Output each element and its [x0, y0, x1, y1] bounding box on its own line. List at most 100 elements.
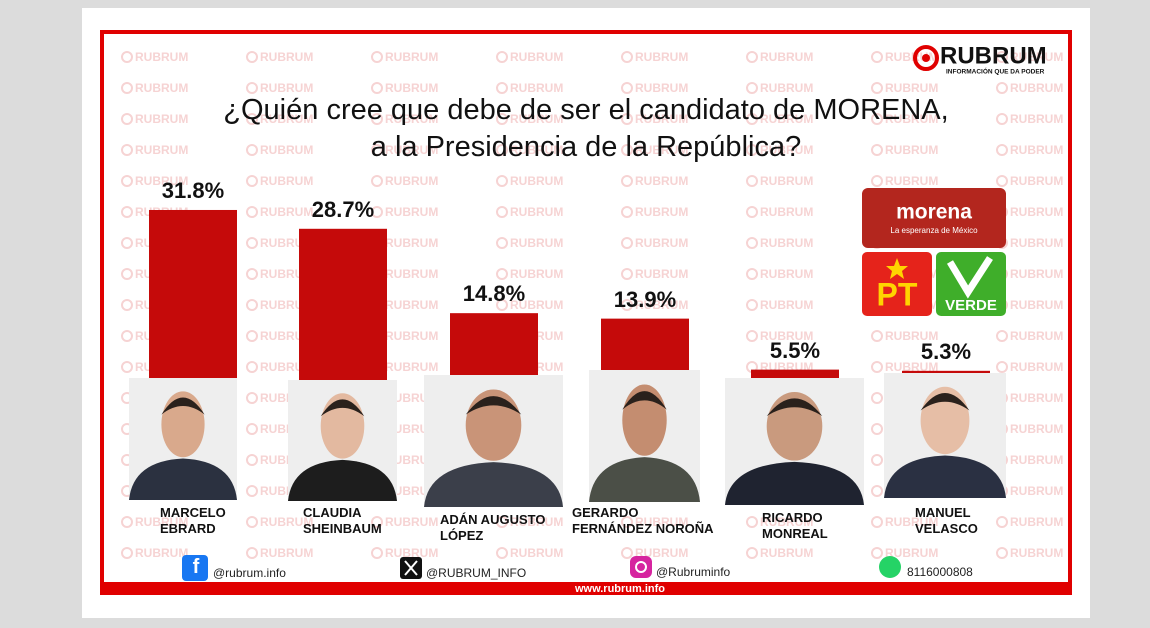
- watermark: RUBRUM: [885, 329, 938, 343]
- watermark: RUBRUM: [385, 81, 438, 95]
- photo-body: [288, 459, 397, 501]
- watermark-icon: [746, 268, 758, 280]
- tagline: INFORMACIÓN QUE DA PODER: [946, 67, 1045, 76]
- photo-body: [884, 455, 1006, 498]
- watermark: RUBRUM: [510, 81, 563, 95]
- watermark-icon: [746, 144, 758, 156]
- watermark: RUBRUM: [260, 112, 313, 126]
- website: www.rubrum.info: [574, 583, 665, 595]
- watermark-icon: [121, 51, 133, 63]
- bar: [149, 209, 237, 403]
- watermark: RUBRUM: [1010, 236, 1063, 250]
- watermark-icon: [746, 113, 758, 125]
- watermark: RUBRUM: [1010, 515, 1063, 529]
- watermark: RUBRUM: [885, 515, 938, 529]
- watermark-icon: [871, 392, 883, 404]
- watermark-icon: [371, 516, 383, 528]
- watermark: RUBRUM: [635, 205, 688, 219]
- watermark-icon: [871, 113, 883, 125]
- watermark: RUBRUM: [885, 174, 938, 188]
- watermark-icon: [871, 330, 883, 342]
- photo-hair: [320, 399, 365, 417]
- watermark-icon: [746, 175, 758, 187]
- logo-dot: [922, 54, 930, 62]
- social-whatsapp: 8116000808: [907, 565, 973, 579]
- watermark: RUBRUM: [385, 112, 438, 126]
- facebook-f: f: [193, 556, 200, 578]
- verde-text: VERDE: [945, 297, 997, 314]
- watermark: RUBRUM: [635, 143, 688, 157]
- watermark-icon: [121, 361, 133, 373]
- watermark-icon: [871, 423, 883, 435]
- watermark: RUBRUM: [385, 205, 438, 219]
- watermark: RUBRUM: [1010, 453, 1063, 467]
- watermark-icon: [621, 144, 633, 156]
- watermark: RUBRUM: [1010, 112, 1063, 126]
- photo-hair: [622, 391, 667, 410]
- watermark: RUBRUM: [1010, 298, 1063, 312]
- watermark: RUBRUM: [635, 298, 688, 312]
- watermark-icon: [246, 113, 258, 125]
- watermark-icon: [121, 330, 133, 342]
- watermark-icon: [246, 454, 258, 466]
- watermark-icon: [121, 268, 133, 280]
- watermark-icon: [996, 516, 1008, 528]
- watermark: RUBRUM: [260, 546, 313, 560]
- watermark-icon: [121, 299, 133, 311]
- watermark-icon: [871, 516, 883, 528]
- watermark: RUBRUM: [385, 236, 438, 250]
- morena-tagline: La esperanza de México: [890, 226, 978, 235]
- watermark-icon: [496, 82, 508, 94]
- watermark: RUBRUM: [760, 81, 813, 95]
- watermark-icon: [246, 268, 258, 280]
- watermark-icon: [246, 299, 258, 311]
- watermark-icon: [871, 82, 883, 94]
- watermark: RUBRUM: [1010, 391, 1063, 405]
- watermark: RUBRUM: [885, 50, 938, 64]
- watermark-icon: [496, 299, 508, 311]
- photo-body: [424, 462, 563, 507]
- watermark: RUBRUM: [385, 174, 438, 188]
- watermark: RUBRUM: [1010, 422, 1063, 436]
- watermark: RUBRUM: [385, 267, 438, 281]
- watermark-icon: [121, 237, 133, 249]
- watermark: RUBRUM: [1010, 484, 1063, 498]
- watermark: RUBRUM: [885, 81, 938, 95]
- watermark-icon: [996, 330, 1008, 342]
- watermark: RUBRUM: [260, 50, 313, 64]
- watermark: RUBRUM: [510, 267, 563, 281]
- watermark-icon: [496, 547, 508, 559]
- watermark-icon: [121, 82, 133, 94]
- pt-text: PT: [877, 276, 918, 312]
- watermark: RUBRUM: [510, 143, 563, 157]
- category-label: GERARDO FERNÁNDEZ NOROÑA: [572, 505, 714, 536]
- watermark-icon: [621, 175, 633, 187]
- pt-logo: [862, 252, 932, 316]
- watermark: RUBRUM: [760, 298, 813, 312]
- watermark: RUBRUM: [385, 50, 438, 64]
- watermark: RUBRUM: [260, 174, 313, 188]
- watermark: RUBRUM: [760, 174, 813, 188]
- watermark: RUBRUM: [260, 205, 313, 219]
- watermark: RUBRUM: [135, 112, 188, 126]
- watermark-icon: [371, 206, 383, 218]
- category-label: MANUEL VELASCO: [915, 505, 978, 536]
- footer-bar: [100, 582, 1072, 595]
- photo-body: [725, 461, 864, 505]
- watermark-icon: [496, 516, 508, 528]
- watermark-icon: [871, 547, 883, 559]
- watermark: RUBRUM: [1010, 50, 1063, 64]
- value-label: 28.7%: [311, 196, 375, 222]
- watermark-icon: [121, 144, 133, 156]
- watermark: RUBRUM: [135, 515, 188, 529]
- watermark: RUBRUM: [510, 236, 563, 250]
- watermark: RUBRUM: [385, 329, 438, 343]
- watermark-icon: [996, 113, 1008, 125]
- watermark: RUBRUM: [260, 515, 313, 529]
- watermark: RUBRUM: [760, 205, 813, 219]
- watermark: RUBRUM: [135, 81, 188, 95]
- watermark-icon: [621, 547, 633, 559]
- photo-hair: [766, 398, 823, 417]
- watermark-icon: [996, 361, 1008, 373]
- watermark: RUBRUM: [1010, 143, 1063, 157]
